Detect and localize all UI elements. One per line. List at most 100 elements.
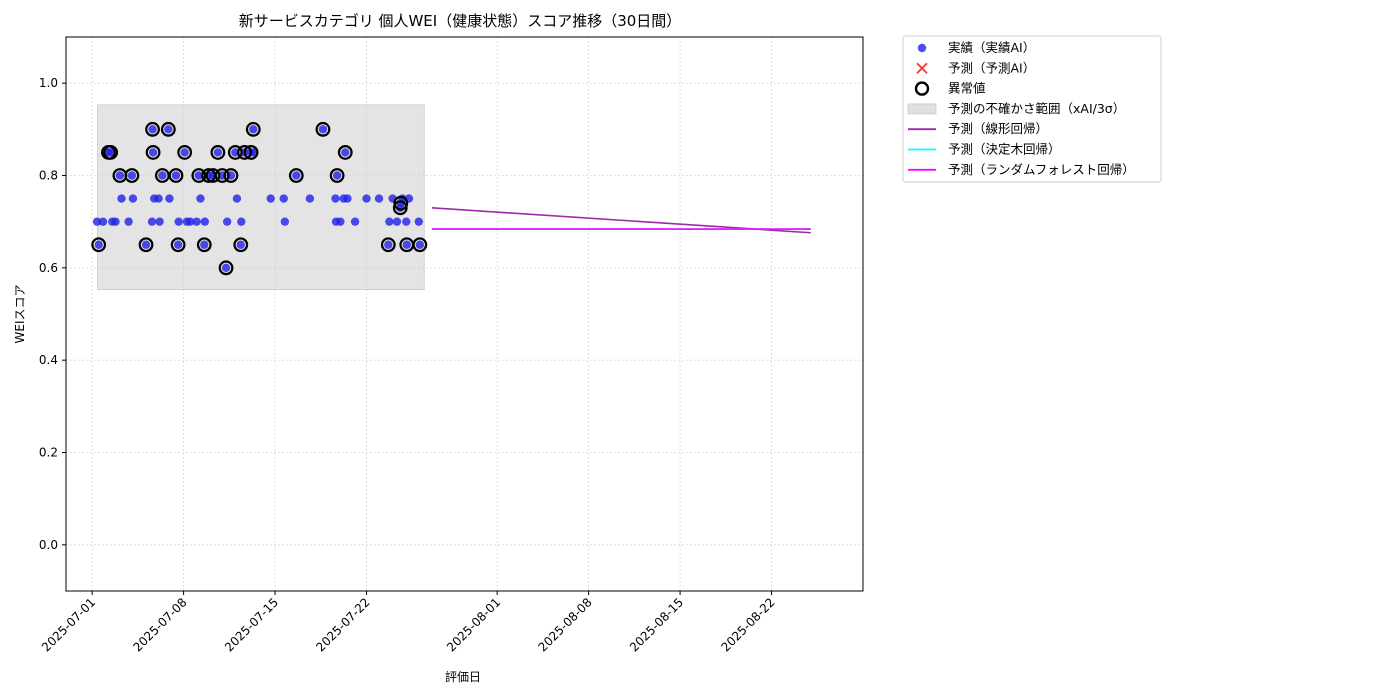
actual-point <box>148 125 157 134</box>
actual-point <box>165 194 174 203</box>
anomaly-marker <box>145 145 161 160</box>
actual-point <box>124 217 133 226</box>
actual-point <box>147 217 157 226</box>
y-tick-label: 0.0 <box>39 538 58 552</box>
actual-point <box>362 194 371 203</box>
anomaly-marker <box>177 145 193 160</box>
actual-point <box>200 217 210 226</box>
anomaly-marker <box>412 237 428 253</box>
x-tick-label: 2025-07-22 <box>313 595 372 654</box>
prediction-lines-layer <box>431 207 811 234</box>
y-tick-label: 0.2 <box>39 446 58 460</box>
y-tick-label: 1.0 <box>39 76 58 90</box>
anomaly-marker <box>288 168 304 183</box>
plot-area <box>65 36 864 592</box>
actual-point <box>154 194 163 203</box>
actual-point <box>115 171 125 180</box>
anomaly-marker <box>210 145 226 160</box>
actual-point <box>331 194 340 203</box>
anomaly-marker <box>223 168 239 183</box>
anomaly-marker <box>329 168 345 183</box>
actual-point <box>350 217 360 226</box>
anomaly-marker <box>145 121 160 137</box>
legend-swatch-band <box>907 103 937 115</box>
x-tick-label: 2025-08-01 <box>444 595 503 654</box>
actual-point <box>194 171 204 180</box>
y-tick-label: 0.4 <box>39 353 58 367</box>
y-tick-label: 0.6 <box>39 261 58 275</box>
actual-point <box>402 240 411 249</box>
anomaly-marker <box>315 121 331 137</box>
actual-point <box>117 194 126 203</box>
anomaly-marker <box>243 145 259 160</box>
actual-point <box>94 240 103 249</box>
actual-point <box>164 125 173 134</box>
actual-point <box>155 217 164 226</box>
y-axis-ticks: 0.0 0.2 0.4 0.6 0.8 1.0 <box>39 76 66 552</box>
legend-swatch-predicted-ai <box>916 62 928 74</box>
anomaly-marker <box>103 145 119 160</box>
actual-point <box>280 217 290 226</box>
legend-label: 予測（線形回帰） <box>948 121 1048 136</box>
actual-point <box>341 148 350 157</box>
anomaly-marker <box>168 168 184 183</box>
actual-point <box>266 194 275 203</box>
anomaly-marker <box>191 168 207 183</box>
anomaly-marker <box>237 145 252 160</box>
actual-point <box>402 217 411 226</box>
actual-point <box>213 148 223 157</box>
legend-label: 実績（実績AI） <box>948 40 1035 55</box>
anomaly-marker <box>233 237 249 253</box>
legend-label: 予測（決定木回帰） <box>948 142 1061 157</box>
x-tick-label: 2025-08-22 <box>718 595 777 654</box>
x-tick-label: 2025-07-01 <box>39 595 98 654</box>
actual-point <box>415 240 425 249</box>
actual-point <box>174 217 183 226</box>
x-tick-label: 2025-07-08 <box>130 595 189 654</box>
actual-point <box>171 171 181 180</box>
actual-point <box>385 217 394 226</box>
actual-point <box>232 194 242 203</box>
actual-point <box>127 171 137 180</box>
actual-point <box>343 194 352 203</box>
actual-point <box>384 240 393 249</box>
actual-point <box>318 125 328 134</box>
anomaly-marker <box>227 145 243 160</box>
actual-point <box>222 217 232 226</box>
actual-point <box>106 148 115 157</box>
actual-point <box>392 217 402 226</box>
actual-point <box>200 240 209 249</box>
legend-label: 予測（予測AI） <box>948 60 1035 75</box>
actual-point <box>128 194 138 203</box>
y-tick-label: 0.8 <box>39 169 58 183</box>
actual-point <box>148 148 158 157</box>
legend-box <box>902 35 1162 183</box>
x-axis-label: 評価日 <box>445 669 481 684</box>
actual-point <box>196 194 205 203</box>
actual-point <box>414 217 423 226</box>
anomaly-marker <box>170 237 186 253</box>
x-axis-ticks: 2025-07-01 2025-07-08 2025-07-15 2025-07-22… <box>39 591 778 654</box>
anomaly-marker <box>160 121 176 137</box>
legend-label: 予測の不確かさ範囲（xAI/3σ） <box>948 101 1125 116</box>
legend-label: 予測（ランダムフォレスト回帰） <box>948 162 1135 177</box>
legend-label: 異常値 <box>948 81 986 96</box>
y-axis-label: WEIスコア <box>13 285 27 344</box>
actual-point <box>192 217 201 226</box>
actual-point <box>92 217 102 226</box>
anomaly-marker <box>218 260 234 276</box>
actual-point <box>221 263 231 273</box>
actual-point <box>305 194 315 203</box>
actual-point <box>180 148 189 157</box>
x-tick-label: 2025-08-15 <box>627 595 686 654</box>
actual-point <box>237 217 246 226</box>
actual-point <box>231 148 240 157</box>
anomaly-marker <box>138 237 154 253</box>
actual-point <box>374 194 384 203</box>
actual-point <box>279 194 288 203</box>
anomaly-marker <box>393 195 409 211</box>
anomaly-marker <box>214 168 230 183</box>
actual-point <box>173 240 183 249</box>
chart-title: 新サービスカテゴリ 個人WEI（健康状態）スコア推移（30日間） <box>239 12 682 30</box>
